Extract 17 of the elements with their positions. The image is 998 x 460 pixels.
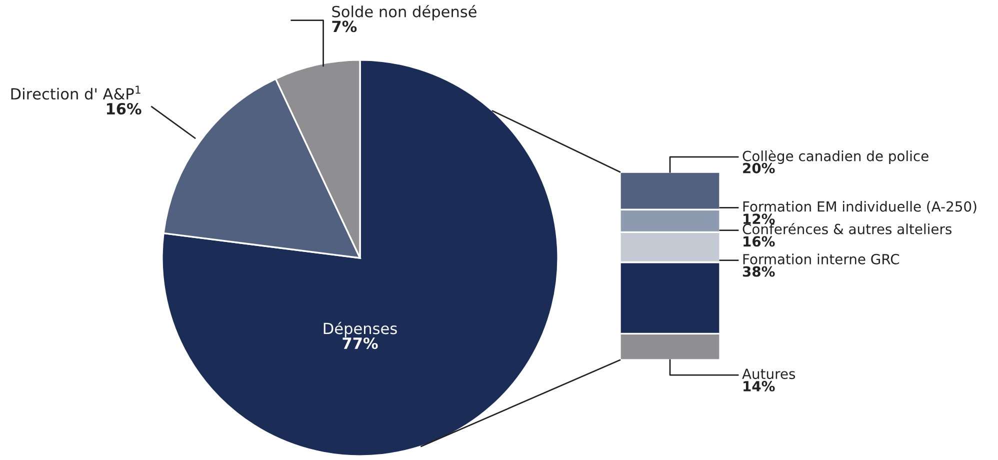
series-label: Formation EM individuelle (A-250) <box>743 201 976 214</box>
data-label: 16% <box>106 102 142 115</box>
data-label: 77% <box>342 337 378 350</box>
pie-slice <box>161 59 559 457</box>
series-label: Formation interne GRC <box>743 254 900 264</box>
series-label: Collège canadien de police <box>742 150 928 164</box>
data-label: 7% <box>332 20 357 32</box>
slice-label: Solde non dépensé <box>332 4 476 20</box>
data-label: 16% <box>744 236 775 247</box>
slice-label: Dépenses <box>324 322 397 338</box>
data-label: 20% <box>743 162 775 174</box>
series-label: Conferénces & autres alteliers <box>742 223 952 234</box>
data-label: 38% <box>742 266 775 277</box>
series-label: Autures <box>742 368 796 380</box>
slice-label: Direction d' A&P$^{1}$ <box>11 86 140 100</box>
data-label: 14% <box>744 380 775 392</box>
data-label: 12% <box>744 214 775 224</box>
